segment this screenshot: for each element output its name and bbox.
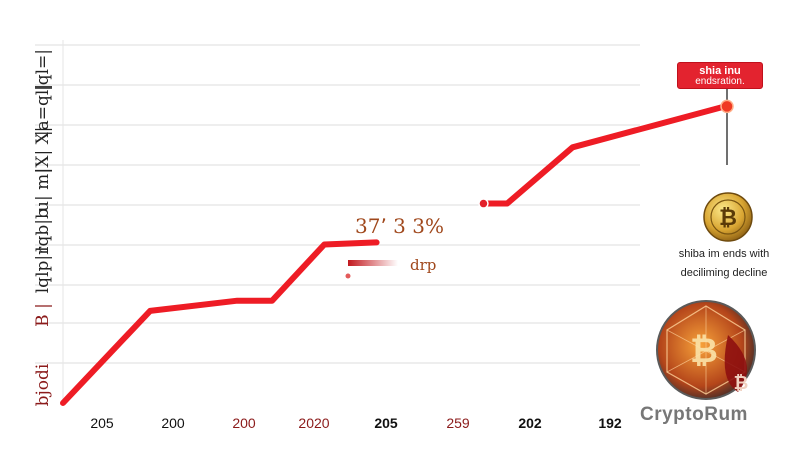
x-tick-label-4: 205	[374, 415, 398, 431]
series-segment-0	[60, 239, 380, 406]
series-end-marker	[720, 99, 734, 114]
y-axis-label-5: lqlp|r	[33, 246, 53, 293]
x-axis-ticks: 205 200 200 2020 205 259 202 192	[90, 415, 622, 431]
x-tick-label-3: 2020	[298, 415, 329, 431]
x-tick-label-2: 200	[232, 415, 256, 431]
callout-title: shia inu	[699, 65, 741, 77]
side-caption: shiba im ends with deciliming decline	[668, 245, 780, 282]
x-tick-label-7: 192	[598, 415, 622, 431]
y-axis-label-0: |ql=|	[33, 49, 53, 91]
dip-marker-dot	[345, 273, 351, 279]
svg-text:₿: ₿	[734, 373, 749, 394]
bitcoin-coin-icon: ₿	[703, 192, 753, 242]
watermark: CryptoRum	[640, 404, 748, 425]
y-axis-label-7: bjodi	[33, 363, 53, 406]
x-tick-label-0: 205	[90, 415, 114, 431]
drop-percentage-annotation: 37٬ 3 3%	[355, 214, 444, 238]
callout-box: shia inu endsration.	[677, 62, 763, 89]
segment-rejoin-dot	[478, 198, 489, 209]
dip-marker-bar	[348, 260, 398, 266]
x-tick-label-1: 200	[161, 415, 185, 431]
gridlines	[35, 40, 640, 405]
x-tick-label-6: 202	[518, 415, 542, 431]
svg-text:₿: ₿	[690, 331, 718, 371]
drop-label-annotation: drp	[410, 256, 437, 274]
y-axis-label-4: lqb|b	[33, 208, 53, 252]
x-tick-label-5: 259	[446, 415, 470, 431]
side-caption-line-1: shiba im ends with	[678, 248, 770, 260]
y-axis-label-1: |a=ql|	[33, 84, 53, 136]
series-segment-1	[482, 103, 728, 207]
y-axis-label-2: |X| X|	[33, 127, 53, 174]
y-axis-label-6: B |	[33, 303, 53, 327]
price-series	[60, 103, 728, 406]
y-axis-label-3: u| m|	[33, 168, 53, 212]
bitcoin-polygon-emblem-icon: ₿ ₿	[656, 300, 756, 400]
side-caption-line-2: deciliming decline	[680, 266, 768, 279]
svg-text:₿: ₿	[719, 206, 737, 231]
callout-subtitle: endsration.	[695, 76, 745, 87]
